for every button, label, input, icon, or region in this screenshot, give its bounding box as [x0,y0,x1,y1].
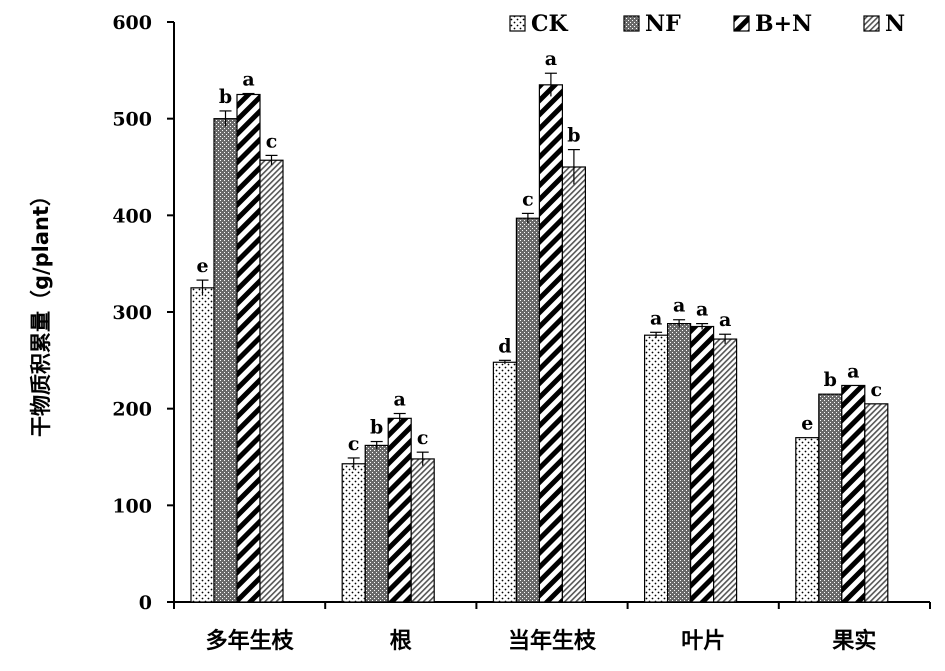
significance-letter: b [219,86,232,108]
category-labels: 多年生枝 根 当年生枝 叶片 果实 [173,602,931,654]
significance-letter: a [545,48,557,70]
bar [712,338,738,603]
significance-letter: a [719,309,731,331]
bar [818,393,843,603]
bar [795,437,820,603]
x-tick-label: 当年生枝 [508,628,597,654]
bar [864,403,889,603]
x-tick-label: 多年生枝 [206,628,295,654]
bar [387,417,412,603]
significance-letter: a [673,295,685,317]
bar [236,93,261,603]
significance-letter: c [348,433,360,455]
significance-letter: a [847,360,859,382]
bar-series [190,84,889,603]
y-tick-label: 600 [112,12,152,34]
significance-letter: e [801,413,813,435]
significance-letter: a [650,307,662,329]
bar [666,323,692,603]
legend-swatch [733,15,750,32]
y-tick-label: 0 [139,592,152,614]
bar [259,159,284,603]
bar [190,287,215,603]
legend-label: B+N [755,11,812,37]
legend-label: CK [531,11,569,37]
x-tick-label: 根 [390,629,412,654]
bar [643,334,669,603]
significance-letter: b [370,417,383,439]
bar [561,166,587,603]
bar [538,84,564,603]
error-bars [196,72,732,470]
legend-swatch [509,15,526,32]
y-tick-label: 200 [112,399,152,421]
bar [213,118,238,603]
bar [841,384,866,603]
legend: CK NF B+N N [509,11,905,37]
y-axis-ticks: 0 100 200 300 400 500 600 [112,12,174,614]
significance-letter: a [242,69,254,91]
bar [515,217,541,603]
y-tick-label: 100 [112,495,152,517]
significance-letter: c [266,130,278,152]
y-tick-label: 300 [112,302,152,324]
significance-letter: a [696,299,708,321]
x-tick-label: 果实 [832,628,876,654]
significance-letter: c [417,427,429,449]
x-tick-label: 叶片 [681,629,725,654]
significance-letter: e [196,255,208,277]
bar [341,463,366,603]
significance-letter: a [394,389,406,411]
legend-swatch [623,15,640,32]
significance-letter: d [498,335,511,357]
significance-letter: c [871,379,883,401]
bar [410,458,435,603]
legend-swatch [863,15,880,32]
bar [492,361,517,603]
significance-letter: c [522,188,534,210]
significance-letter: b [824,369,837,391]
legend-label: N [885,11,905,37]
y-axis-title-group: 干物质积累量（g/plant） [29,185,53,437]
y-tick-label: 500 [112,109,152,131]
y-axis-title: 干物质积累量（g/plant） [29,185,53,437]
y-tick-label: 400 [112,205,152,227]
bar [689,325,715,603]
bar [364,444,389,603]
significance-letter: b [567,125,580,147]
legend-label: NF [645,11,681,37]
